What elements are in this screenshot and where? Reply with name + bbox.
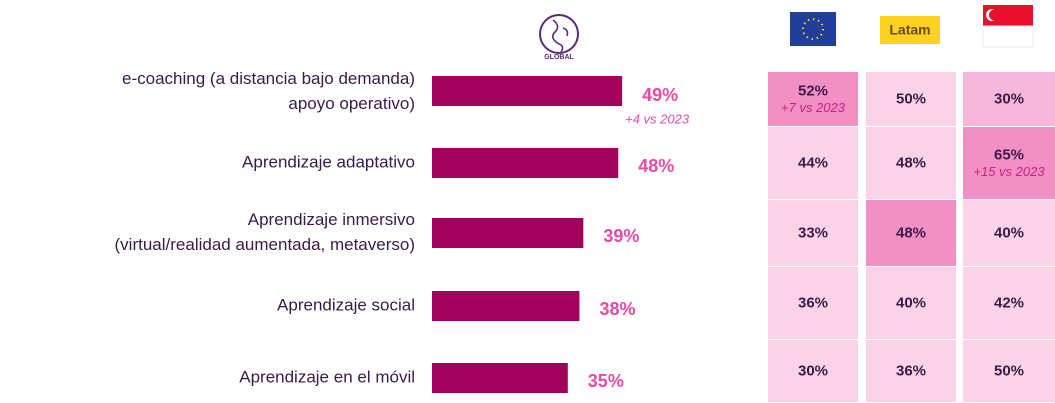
value-label: 48% (638, 156, 674, 176)
cell-value: 44% (798, 154, 828, 171)
category-label: apoyo operativo) (288, 94, 415, 113)
category-label: e-coaching (a distancia bajo demanda) (122, 69, 415, 88)
category-label: (virtual/realidad aumentada, metaverso) (115, 235, 415, 254)
cell-value: 42% (994, 294, 1024, 311)
category-label: Aprendizaje en el móvil (239, 367, 415, 386)
value-label: 39% (603, 226, 639, 246)
cell-value: 50% (994, 362, 1024, 379)
eu-flag (790, 12, 836, 46)
global-logo: GLOBAL (539, 14, 579, 61)
table-cell (963, 72, 1055, 126)
category-label: Aprendizaje inmersivo (248, 210, 415, 229)
table-cell (768, 340, 858, 402)
bar (432, 76, 623, 106)
cell-value: 48% (896, 154, 926, 171)
latam-badge (880, 16, 940, 44)
table-cell (963, 340, 1055, 402)
value-label: 49% (642, 85, 678, 105)
table-cell (768, 200, 858, 266)
cell-value: 40% (994, 224, 1024, 241)
table-cell (866, 200, 956, 266)
bar (432, 291, 580, 321)
cell-note: +7 vs 2023 (781, 100, 846, 115)
value-label: 38% (599, 299, 635, 319)
category-label: Aprendizaje adaptativo (242, 152, 415, 171)
table-cell (866, 267, 956, 339)
table-cell (768, 267, 858, 339)
cell-value: 30% (994, 90, 1024, 107)
cell-value: 36% (896, 362, 926, 379)
cell-value: 52% (798, 82, 828, 99)
latam-label: Latam (889, 22, 930, 38)
sg-flag-white (982, 25, 1034, 48)
value-label: 35% (588, 371, 624, 391)
table-cell (866, 72, 956, 126)
global-label: GLOBAL (544, 54, 574, 61)
cell-value: 30% (798, 362, 828, 379)
table-cell (963, 127, 1055, 199)
globe-lines (551, 19, 569, 53)
bar (432, 218, 584, 248)
bar (432, 363, 568, 393)
table-cell (866, 127, 956, 199)
eu-flag-bg (790, 12, 836, 46)
table-cell (768, 72, 858, 126)
eu-stars (802, 18, 824, 40)
table-cell (963, 267, 1055, 339)
table-cell (768, 127, 858, 199)
cell-value: 48% (896, 224, 926, 241)
table-cell (866, 340, 956, 402)
cell-note: +15 vs 2023 (973, 164, 1045, 179)
cell-value: 33% (798, 224, 828, 241)
table-cell (963, 200, 1055, 266)
value-note: +4 vs 2023 (625, 111, 690, 126)
cell-value: 36% (798, 294, 828, 311)
cell-value: 40% (896, 294, 926, 311)
globe-icon (539, 14, 579, 54)
category-label: Aprendizaje social (277, 295, 415, 314)
bar (432, 148, 619, 178)
cell-value: 65% (994, 146, 1024, 163)
cell-value: 50% (896, 90, 926, 107)
sg-flag (982, 5, 1034, 48)
sg-moon-cut (989, 9, 1000, 21)
